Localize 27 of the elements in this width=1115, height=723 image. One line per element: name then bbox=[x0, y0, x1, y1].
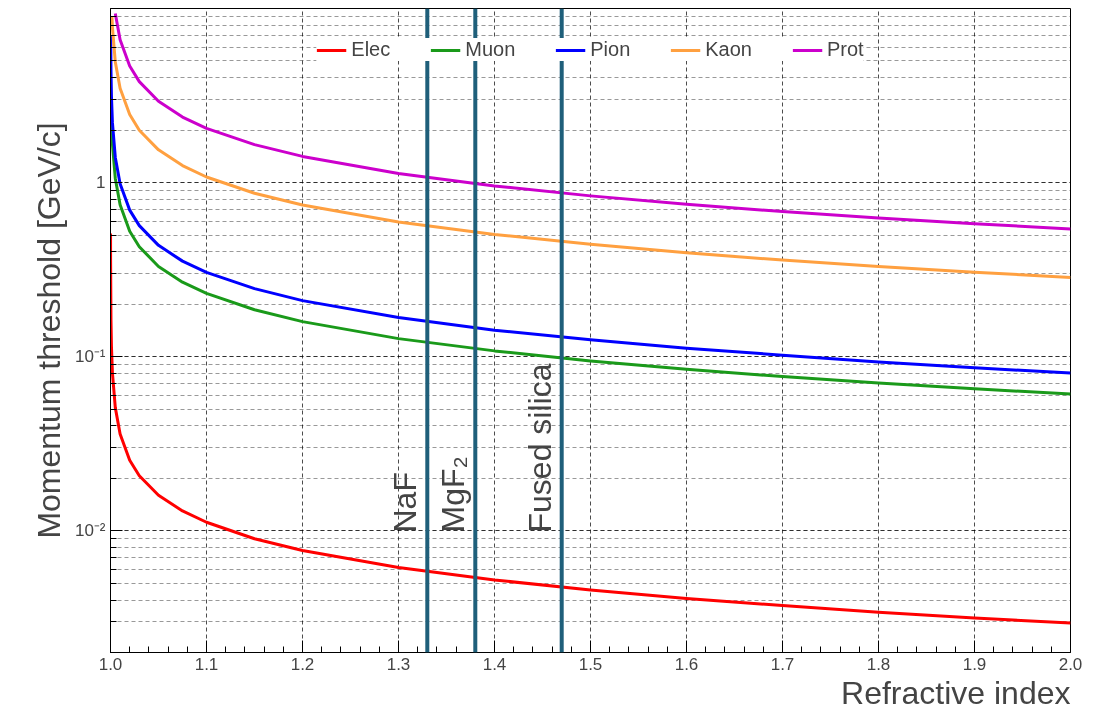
legend-label: Pion bbox=[590, 38, 631, 61]
x-tick-label: 1.2 bbox=[290, 654, 315, 674]
y-tick-label: 1 bbox=[96, 173, 106, 193]
legend-label: Prot bbox=[827, 38, 864, 61]
x-tick-label: 1.7 bbox=[770, 654, 795, 674]
y-tick-label: 10⁻¹ bbox=[74, 347, 106, 367]
legend-label: Elec bbox=[351, 38, 391, 61]
x-axis-title: Refractive index bbox=[841, 674, 1071, 711]
line-series bbox=[113, 11, 1071, 231]
x-tick-label: 2.0 bbox=[1058, 654, 1083, 674]
x-tick-label: 1.4 bbox=[482, 654, 507, 674]
y-tick-label: 10⁻² bbox=[74, 521, 106, 541]
x-tick-label: 1.9 bbox=[962, 654, 987, 674]
line-series bbox=[110, 14, 1071, 280]
x-tick-label: 1.3 bbox=[386, 654, 411, 674]
ref-line-label: MgF₂ bbox=[435, 456, 472, 533]
ref-line-label: Fused silica bbox=[521, 363, 558, 533]
x-tick-label: 1.8 bbox=[866, 654, 891, 674]
x-tick-label: 1.6 bbox=[674, 654, 699, 674]
legend-label: Kaon bbox=[705, 38, 752, 61]
x-tick-label: 1.0 bbox=[98, 654, 123, 674]
x-tick-label: 1.5 bbox=[578, 654, 603, 674]
ref-line-label: NaF bbox=[387, 472, 424, 533]
line-series bbox=[110, 232, 1071, 625]
legend-label: Muon bbox=[465, 38, 516, 61]
y-axis-title: Momentum threshold [GeV/c] bbox=[30, 122, 67, 539]
x-tick-label: 1.1 bbox=[194, 654, 219, 674]
